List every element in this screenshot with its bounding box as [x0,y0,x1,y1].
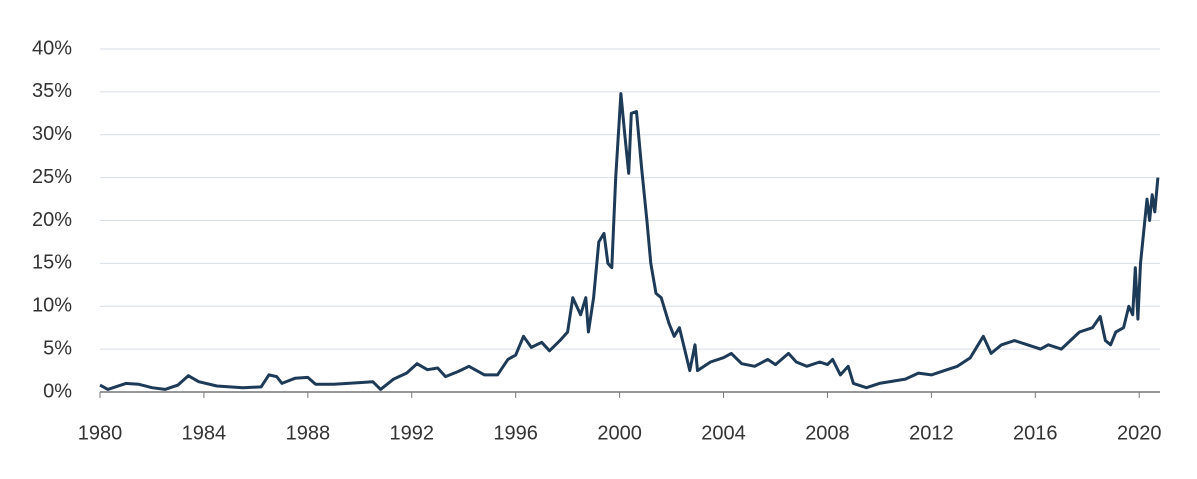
y-tick-label: 20% [32,209,72,231]
x-tick-label: 2008 [805,422,850,444]
x-tick-label: 2020 [1117,422,1162,444]
y-tick-label: 0% [43,380,72,402]
y-tick-label: 25% [32,166,72,188]
y-tick-label: 10% [32,295,72,317]
x-tick-label: 2004 [701,422,746,444]
x-tick-label: 2012 [909,422,954,444]
line-series [99,92,1160,391]
y-tick-label: 30% [32,123,72,145]
x-tick-label: 2000 [597,422,642,444]
x-tick-label: 1988 [286,422,331,444]
y-tick-label: 35% [32,80,72,102]
y-tick-label: 5% [43,337,72,359]
y-tick-label: 40% [32,37,72,59]
x-tick-label: 1992 [390,422,435,444]
y-tick-label: 15% [32,252,72,274]
x-tick-label: 1996 [493,422,538,444]
x-tick-label: 1984 [182,422,227,444]
x-tick-label: 2016 [1013,422,1058,444]
x-tick-label: 1980 [78,422,123,444]
